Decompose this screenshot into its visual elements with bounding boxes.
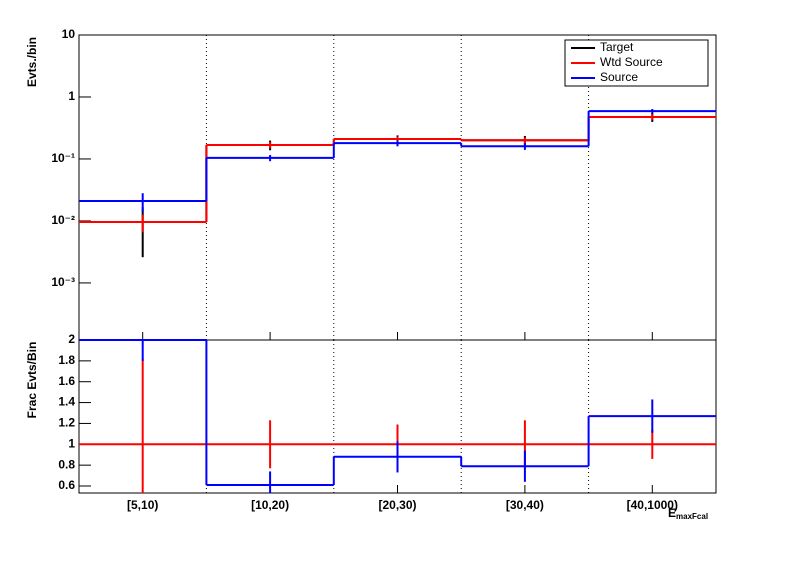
y-tick-label: 1.8 [58, 353, 75, 367]
x-axis-title: EmaxFcal [668, 506, 708, 521]
x-tick-label: [5,10) [127, 498, 158, 512]
y-tick-label: 0.8 [58, 457, 75, 471]
x-axis-title-sub: maxFcal [676, 512, 708, 521]
y-axis-title: Frac Evts/Bin [25, 342, 39, 419]
legend-label: Source [600, 70, 638, 84]
y-tick-label: 1 [68, 436, 75, 450]
y-tick-label: 10 [62, 27, 76, 41]
y-tick-label: 10⁻² [51, 213, 75, 227]
x-axis-title-main: E [668, 506, 676, 520]
y-tick-label: 1.2 [58, 416, 75, 430]
x-tick-label: [20,30) [378, 498, 416, 512]
series [79, 108, 716, 212]
y-tick-label: 0.6 [58, 478, 75, 492]
y-tick-label: 10⁻¹ [51, 151, 75, 165]
x-tick-label: [40,1000) [627, 498, 678, 512]
legend-label: Target [600, 40, 634, 54]
series [79, 358, 716, 493]
y-tick-label: 2 [68, 332, 75, 346]
y-tick-label: 10⁻³ [51, 275, 75, 289]
x-tick-label: [10,20) [251, 498, 289, 512]
y-axis-title: Evts./bin [25, 37, 39, 87]
y-tick-label: 1.6 [58, 374, 75, 388]
y-tick-label: 1 [68, 89, 75, 103]
series [79, 339, 716, 493]
legend-label: Wtd Source [600, 55, 663, 69]
y-tick-label: 1.4 [58, 395, 75, 409]
x-tick-label: [30,40) [506, 498, 544, 512]
